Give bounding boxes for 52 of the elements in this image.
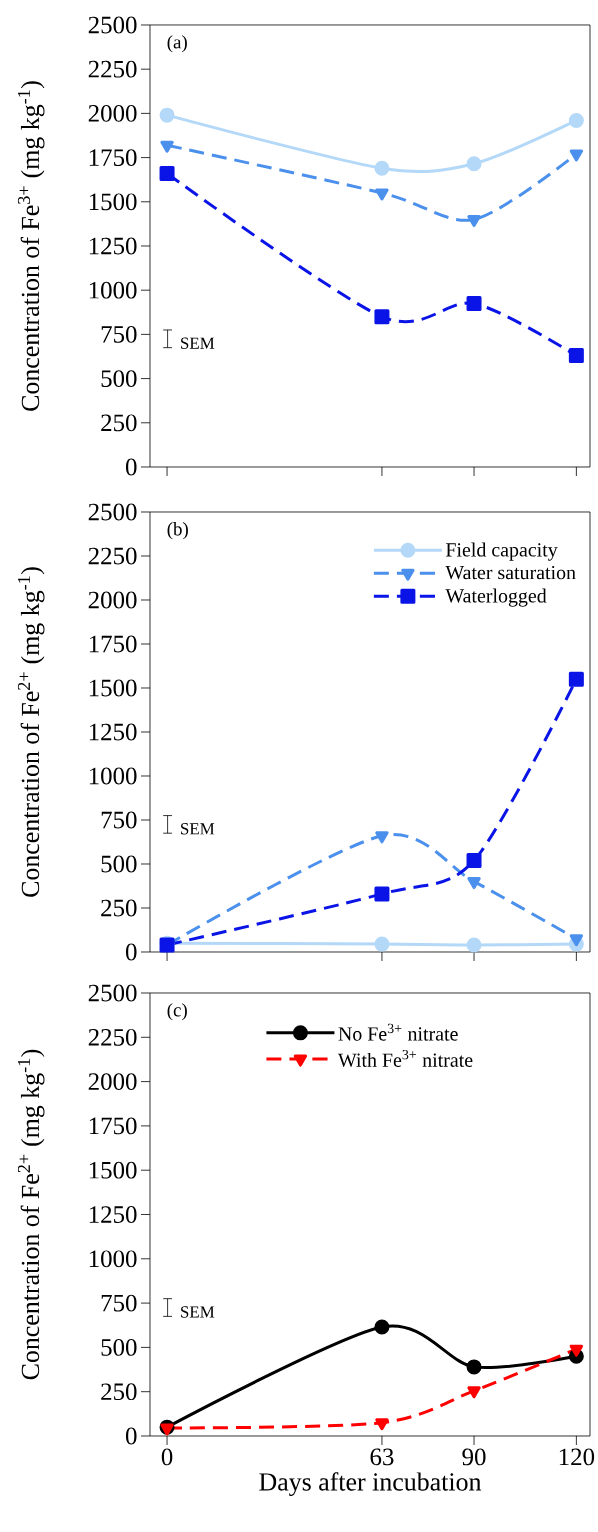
legend-label: No Fe$^{3+}$ nitrate	[338, 1023, 458, 1041]
y-tick-label: 1500	[89, 193, 137, 211]
y-tick-label: 1000	[89, 281, 137, 299]
y-tick-label: 0	[125, 1427, 137, 1445]
y-tick-label: 750	[101, 325, 137, 343]
y-tick-label: 2250	[88, 1028, 137, 1046]
x-tick-label: 0	[161, 1448, 173, 1466]
y-tick-label: 0	[125, 458, 137, 476]
y-tick-label: 1000	[89, 767, 137, 785]
y-axis-title: Concentration of Fe$^{2+}$ (mg kg$^{-1}$)	[17, 1049, 45, 1380]
x-tick-label: 63	[370, 1448, 394, 1466]
y-tick-label: 1750	[89, 635, 137, 653]
y-tick-label: 750	[101, 811, 137, 829]
x-tick-label: 120	[559, 1448, 594, 1466]
y-tick-label: 2000	[88, 104, 137, 122]
x-axis-title: Days after incubation	[259, 1472, 481, 1496]
legend-label: With Fe$^{3+}$ nitrate	[337, 1049, 473, 1067]
y-tick-label: 1250	[89, 1206, 137, 1223]
y-tick-label: 2500	[88, 984, 137, 1002]
y-tick-label: 1750	[89, 149, 137, 166]
annotation: SEM	[180, 823, 215, 835]
y-tick-label: 2000	[88, 591, 137, 609]
legend-label: Water saturation	[445, 565, 576, 580]
y-tick-label: 500	[101, 370, 137, 387]
y-tick-label: 250	[101, 414, 137, 432]
y-tick-label: 2500	[88, 16, 137, 34]
y-tick-label: 2250	[88, 60, 137, 78]
y-axis-title: Concentration of Fe$^{3+}$ (mg kg$^{-1}$)	[17, 81, 45, 411]
y-tick-label: 250	[101, 899, 137, 917]
y-tick-label: 1750	[89, 1117, 137, 1135]
legend-label: Field capacity	[445, 542, 558, 561]
y-tick-label: 0	[125, 943, 137, 961]
y-tick-label: 1500	[89, 679, 137, 697]
y-tick-label: 250	[101, 1383, 137, 1401]
y-tick-label: 500	[101, 1339, 137, 1356]
annotation: SEM	[180, 1306, 215, 1318]
chart-title: (b)	[167, 522, 188, 540]
y-axis-title: Concentration of Fe$^{2+}$ (mg kg$^{-1}$)	[17, 567, 45, 897]
legend-label: Waterlogged	[445, 588, 547, 607]
annotation: SEM	[180, 337, 215, 349]
y-tick-label: 1500	[89, 1161, 137, 1179]
y-tick-label: 1250	[89, 237, 137, 255]
y-tick-label: 2250	[88, 547, 137, 565]
y-tick-label: 2500	[88, 503, 137, 521]
y-tick-label: 750	[101, 1294, 137, 1312]
y-tick-label: 2000	[88, 1073, 137, 1091]
y-tick-label: 1250	[89, 723, 137, 741]
y-tick-label: 1000	[89, 1250, 137, 1268]
chart-title: (c)	[167, 1003, 187, 1021]
chart-title: (a)	[167, 35, 187, 53]
x-tick-label: 90	[462, 1448, 486, 1466]
y-tick-label: 500	[101, 855, 137, 873]
